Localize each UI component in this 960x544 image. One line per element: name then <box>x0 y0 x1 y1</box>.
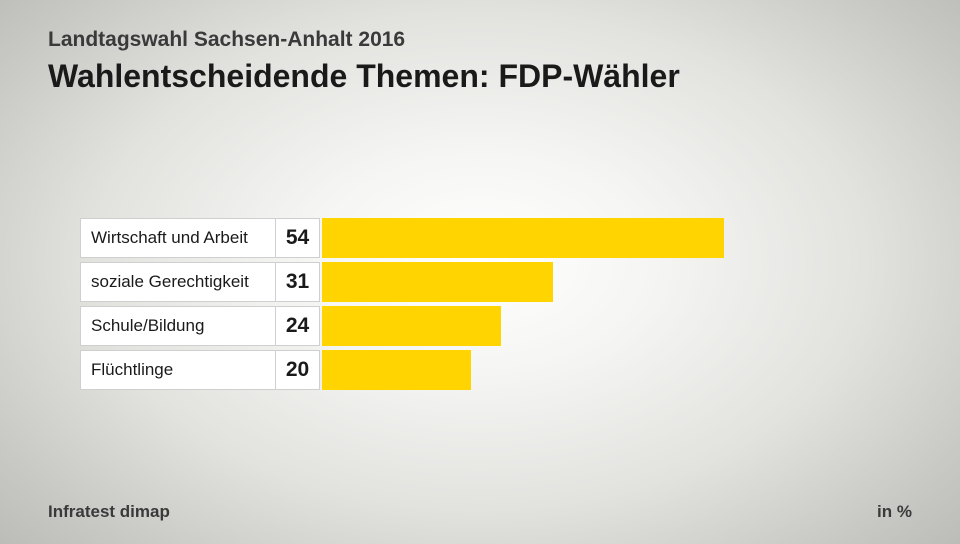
chart-row-value: 24 <box>276 306 320 346</box>
chart-bar <box>322 218 724 258</box>
chart-row-label: Schule/Bildung <box>80 306 276 346</box>
source-label: Infratest dimap <box>48 502 170 522</box>
chart-bar <box>322 306 501 346</box>
chart-bar <box>322 262 553 302</box>
chart-row-value: 20 <box>276 350 320 390</box>
chart-bar-track <box>322 350 880 390</box>
chart-row: Schule/Bildung24 <box>80 306 880 346</box>
footer: Infratest dimap in % <box>48 502 912 522</box>
bar-chart: Wirtschaft und Arbeit54soziale Gerechtig… <box>80 218 880 394</box>
chart-row-label: Wirtschaft und Arbeit <box>80 218 276 258</box>
chart-row-value: 31 <box>276 262 320 302</box>
chart-row: Wirtschaft und Arbeit54 <box>80 218 880 258</box>
chart-bar <box>322 350 471 390</box>
header: Landtagswahl Sachsen-Anhalt 2016 Wahlent… <box>0 0 960 95</box>
chart-row: soziale Gerechtigkeit31 <box>80 262 880 302</box>
chart-row-label: Flüchtlinge <box>80 350 276 390</box>
chart-bar-track <box>322 218 880 258</box>
chart-bar-track <box>322 262 880 302</box>
unit-label: in % <box>877 502 912 522</box>
chart-row-value: 54 <box>276 218 320 258</box>
chart-title: Wahlentscheidende Themen: FDP-Wähler <box>48 58 960 95</box>
chart-bar-track <box>322 306 880 346</box>
chart-subtitle: Landtagswahl Sachsen-Anhalt 2016 <box>48 28 960 52</box>
chart-row: Flüchtlinge20 <box>80 350 880 390</box>
chart-row-label: soziale Gerechtigkeit <box>80 262 276 302</box>
